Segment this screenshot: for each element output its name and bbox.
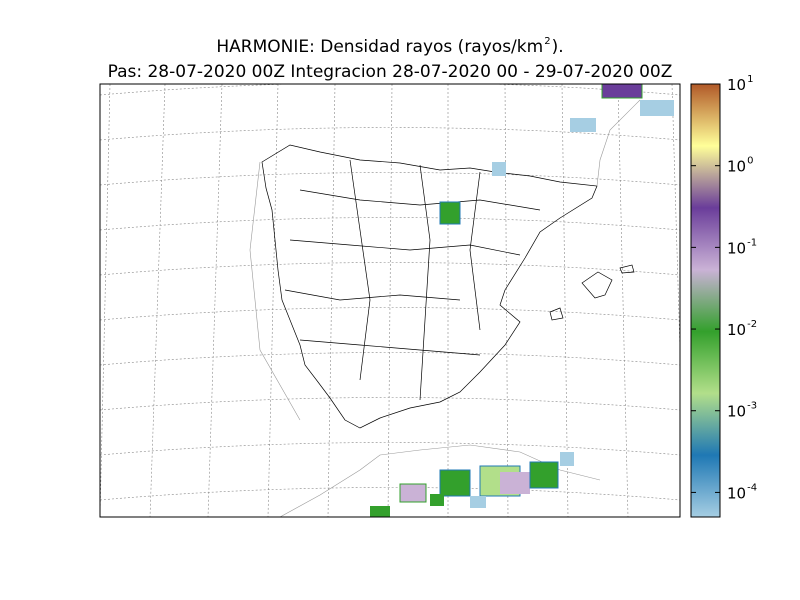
cell: [470, 496, 486, 508]
cell: [399, 483, 427, 503]
map: [100, 84, 680, 517]
colorbar-tick-label: 10: [727, 76, 746, 94]
title-group: HARMONIE: Densidad rayos (rayos/km 2 ). …: [108, 36, 673, 82]
cell: [500, 472, 530, 494]
cell: [439, 469, 471, 497]
colorbar-tick-label: 10: [727, 239, 746, 257]
cell: [439, 201, 461, 225]
colorbar-tick-exponent: -1: [747, 237, 757, 248]
colorbar-tick-exponent: 0: [747, 156, 753, 167]
cell: [529, 461, 559, 489]
cell: [570, 118, 596, 132]
colorbar-tick-exponent: -4: [747, 482, 757, 493]
iberia-outline: [261, 144, 598, 429]
colorbar-tick-label: 10: [727, 484, 746, 502]
balearics: [549, 264, 635, 321]
colorbar-tick-label: 10: [727, 158, 746, 176]
cell: [370, 506, 390, 517]
title: HARMONIE: Densidad rayos (rayos/km: [216, 37, 543, 57]
internal-borders: [284, 159, 541, 401]
colorbar-tick-label: 10: [727, 321, 746, 339]
subtitle: Pas: 28-07-2020 00Z Integracion 28-07-20…: [108, 62, 673, 82]
map-frame: [99, 83, 681, 518]
cell: [560, 452, 574, 466]
lightning-cells: [370, 84, 674, 517]
title-suffix: ).: [552, 37, 564, 57]
colorbar-tick-label: 10: [727, 403, 746, 421]
colorbar-tick-exponent: -3: [747, 401, 757, 412]
colorbar-tick-exponent: 1: [747, 74, 753, 85]
colorbar-gradient: [690, 83, 721, 518]
title-superscript: 2: [544, 36, 550, 47]
colorbar-tick-exponent: -2: [747, 319, 757, 330]
cell: [601, 84, 643, 99]
graticule: [100, 84, 680, 517]
cell: [640, 100, 674, 116]
cell: [492, 162, 506, 176]
cell: [430, 494, 444, 506]
